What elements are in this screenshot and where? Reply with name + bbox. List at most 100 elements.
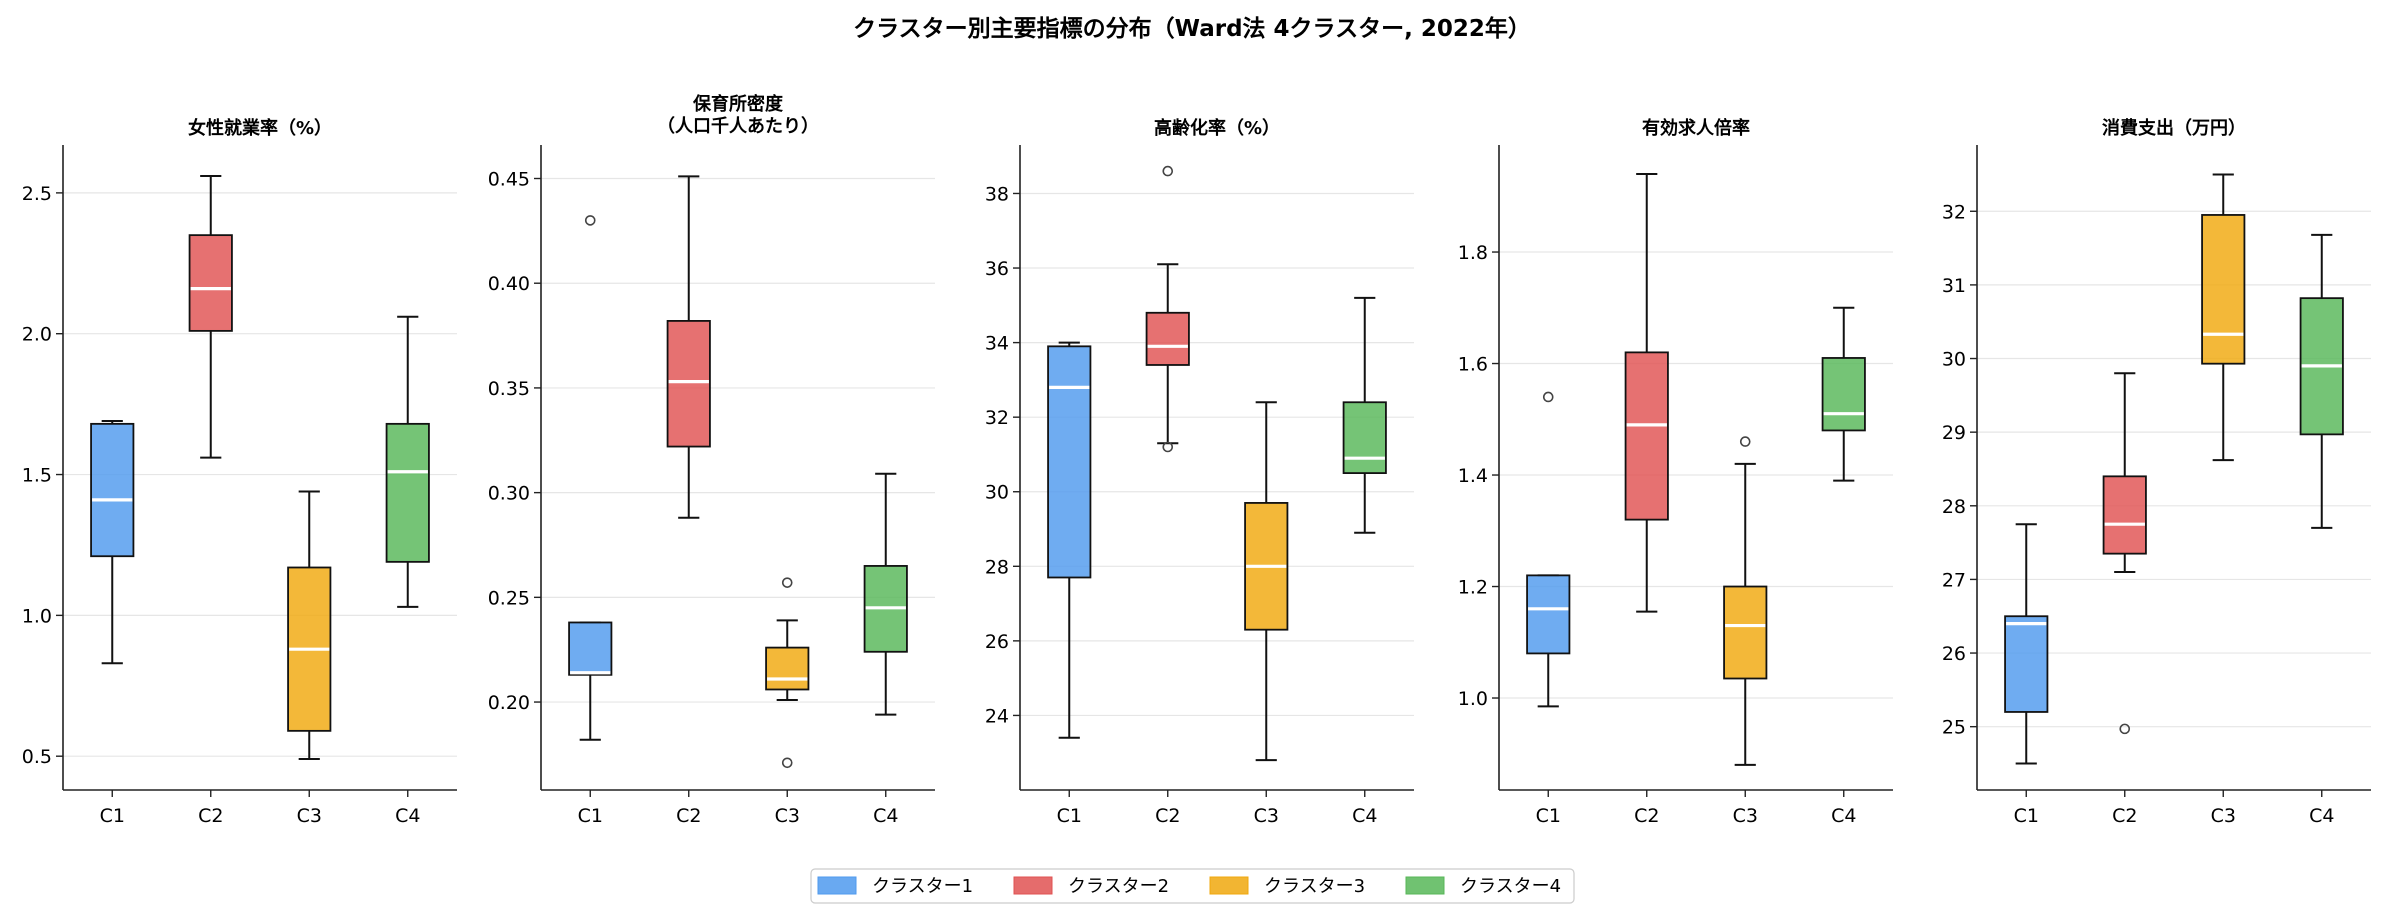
box-C2: [1624, 172, 1669, 613]
x-tick-label-C1: C1: [2014, 805, 2039, 827]
legend-swatch-1: [817, 876, 857, 895]
y-tick-label: 25: [1942, 717, 1966, 739]
y-tick-label: 26: [985, 631, 1009, 653]
y-tick-label: 0.30: [488, 483, 530, 505]
subplots: 女性就業率（%）0.51.01.52.02.5C1 C2 C3 C4保育所密度（人口千…: [22, 93, 2371, 827]
y-tick-label: 1.8: [1458, 242, 1488, 264]
box-C1: [2004, 523, 2049, 765]
outlier-point: [584, 215, 596, 226]
y-tick-label: 1.0: [1458, 688, 1488, 710]
subplot-title-line: 女性就業率（%）: [188, 117, 332, 139]
box-body: [765, 646, 810, 691]
legend-swatch-4: [1405, 876, 1445, 895]
x-tick-label-C3: C3: [1254, 805, 1279, 827]
y-tick-label: 0.20: [488, 692, 530, 714]
box-C1: [1526, 391, 1571, 708]
legend-label-4: クラスター4: [1460, 876, 1561, 897]
subplot-title-3: 高齢化率（%）: [1154, 117, 1280, 139]
box-body: [1723, 585, 1768, 680]
subplot-title-line: 消費支出（万円）: [2102, 117, 2246, 139]
y-tick-label: 32: [985, 407, 1009, 429]
box-C3: [287, 490, 332, 761]
figure-title: クラスター別主要指標の分布（Ward法 4クラスター, 2022年）: [853, 15, 1531, 42]
subplot-title-line: 有効求人倍率: [1642, 117, 1750, 139]
subplot-5: 消費支出（万円） 25 26 27 28 29 30 31 32 C1 C2 C3 C4: [1942, 117, 2371, 827]
subplot-title-1: 女性就業率（%）: [188, 117, 332, 139]
box-C4: [1342, 296, 1387, 534]
box-C3: [2201, 173, 2246, 462]
box-body: [90, 422, 135, 558]
legend-label-1: クラスター1: [872, 876, 973, 897]
y-tick-label: 38: [985, 183, 1009, 205]
subplot-3: 高齢化率（%） 24 26 28 30 32 34 36 38 C1 C2 C3 C4: [985, 117, 1414, 827]
box-C2: [1145, 165, 1190, 453]
y-tick-label: 0.35: [488, 378, 530, 400]
x-tick-label-C2: C2: [198, 805, 223, 827]
y-tick-label: 1.2: [1458, 577, 1488, 599]
box-C1: [568, 215, 613, 741]
legend-item-3: クラスター3: [1209, 876, 1365, 897]
box-C3: [765, 577, 810, 769]
y-tick-label: 29: [1942, 422, 1966, 444]
x-tick-label-C3: C3: [2211, 805, 2236, 827]
box-C4: [863, 472, 908, 716]
box-body: [385, 422, 430, 563]
legend-label-3: クラスター3: [1264, 876, 1365, 897]
x-tick-label-C1: C1: [1536, 805, 1561, 827]
x-tick-label-C4: C4: [395, 805, 420, 827]
y-tick-label: 28: [985, 556, 1009, 578]
subplot-title-line: 保育所密度: [692, 93, 784, 115]
x-tick-label-C2: C2: [676, 805, 701, 827]
outlier-point: [781, 757, 793, 769]
legend-item-1: クラスター1: [817, 876, 973, 897]
x-tick-label-C4: C4: [2309, 805, 2334, 827]
y-tick-label: 0.25: [488, 587, 530, 609]
subplot-4: 有効求人倍率 1.0 1.2 1.4 1.6 1.8 C1 C2 C3 C4: [1458, 117, 1893, 827]
box-C1: [1047, 341, 1092, 739]
y-tick-label: 36: [985, 258, 1009, 280]
box-body: [568, 621, 613, 676]
subplot-1: 女性就業率（%） 0.5 1.0 1.5 2.0 2.5 C1 C2 C3 C4: [22, 117, 457, 827]
x-tick-label-C2: C2: [1634, 805, 1659, 827]
subplot-title-5: 消費支出（万円）: [2102, 117, 2246, 139]
y-tick-label: 26: [1942, 643, 1966, 665]
box-C2: [188, 174, 233, 459]
y-tick-label: 28: [1942, 496, 1966, 518]
y-tick-label: 0.40: [488, 273, 530, 295]
subplot-title-2: 保育所密度（人口千人あたり）: [657, 93, 819, 137]
y-tick-label: 1.6: [1458, 354, 1488, 376]
subplot-2: 保育所密度（人口千人あたり） 0.20 0.25 0.30 0.35 0.40 0.45 C1…: [488, 93, 935, 827]
box-body: [2004, 615, 2049, 713]
box-C2: [666, 175, 711, 519]
subplot-title-line: （人口千人あたり）: [657, 116, 819, 137]
y-tick-label: 31: [1942, 275, 1966, 297]
legend-item-4: クラスター4: [1405, 876, 1561, 897]
box-body: [666, 320, 711, 448]
outlier-point: [1542, 391, 1554, 403]
y-tick-label: 0.45: [488, 169, 530, 191]
outlier-point: [1162, 165, 1174, 177]
x-tick-label-C3: C3: [775, 805, 800, 827]
legend-swatch-2: [1013, 876, 1053, 895]
y-tick-label: 32: [1942, 201, 1966, 223]
box-body: [1821, 357, 1866, 432]
y-tick-label: 30: [1942, 349, 1966, 371]
x-tick-label-C4: C4: [1352, 805, 1377, 827]
x-tick-label-C1: C1: [578, 805, 603, 827]
box-body: [2102, 475, 2147, 555]
box-C1: [90, 420, 135, 665]
y-tick-label: 0.5: [22, 746, 52, 768]
y-tick-label: 27: [1942, 569, 1966, 591]
legend: クラスター1 クラスター2 クラスター3 クラスター4: [810, 868, 1575, 904]
box-body: [1047, 345, 1092, 579]
legend-swatch-3: [1209, 876, 1249, 895]
y-tick-label: 24: [985, 705, 1009, 727]
y-tick-label: 1.0: [22, 605, 52, 627]
outlier-point: [781, 577, 793, 588]
x-tick-label-C1: C1: [1057, 805, 1082, 827]
y-tick-label: 34: [985, 333, 1009, 355]
legend-label-2: クラスター2: [1068, 876, 1169, 897]
outlier-point: [1739, 436, 1751, 447]
subplot-title-line: 高齢化率（%）: [1154, 117, 1280, 139]
box-C3: [1244, 401, 1289, 762]
